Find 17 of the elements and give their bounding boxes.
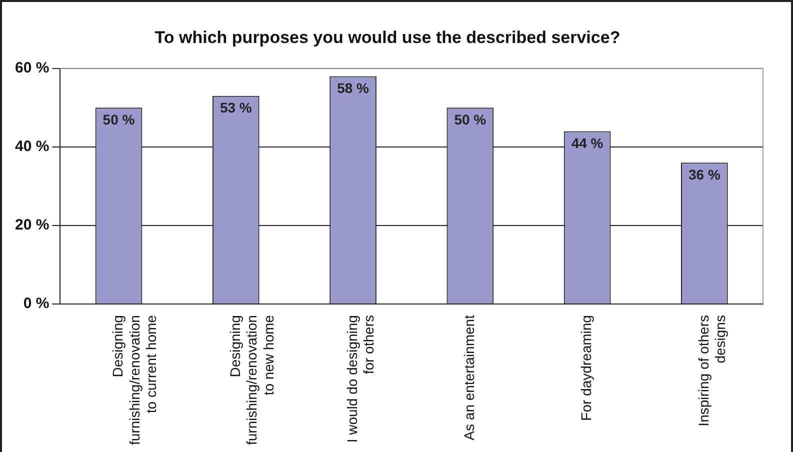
x-tick-label: I would do designing for others (344, 315, 377, 443)
data-label: 44 % (571, 135, 604, 152)
x-tick-label: Inspiring of others designs (695, 315, 728, 426)
data-label: 50 % (454, 112, 487, 128)
y-tick-label: 60 % (14, 60, 50, 77)
data-label: 53 % (220, 100, 252, 116)
data-label: 36 % (688, 166, 721, 183)
y-tick-label: 20 % (14, 216, 50, 234)
data-label: 58 % (337, 80, 370, 96)
x-tick-label: For daydreaming (578, 315, 594, 421)
y-tick-label: 0 % (23, 295, 50, 312)
data-label: 50 % (102, 112, 136, 128)
chart-title: To which purposes you would use the described service? (154, 28, 620, 47)
y-tick-label: 40 % (14, 138, 50, 156)
x-tick-label: Designing furnishing/renovation to new home (226, 314, 276, 446)
x-tick-label: Designing furnishing/renovation to current home (110, 314, 160, 446)
x-tick-label: As an entertainment (461, 314, 478, 440)
